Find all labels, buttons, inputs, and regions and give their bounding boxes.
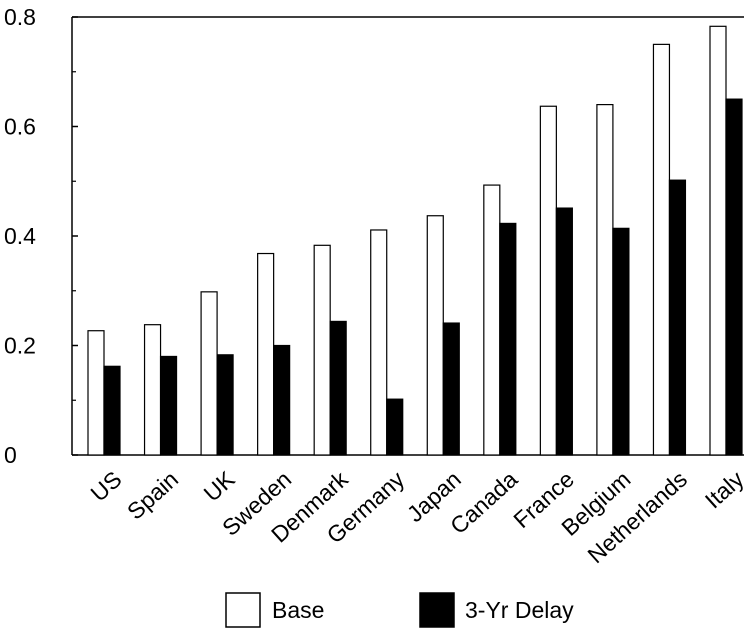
bar-base-italy bbox=[709, 25, 727, 456]
legend-swatch-base bbox=[225, 592, 261, 628]
y-tick-label: 0.8 bbox=[4, 4, 36, 30]
y-axis: 0 0.2 0.4 0.6 0.8 bbox=[4, 4, 78, 468]
bar-base-spain bbox=[143, 324, 162, 456]
legend-label-base: Base bbox=[272, 597, 324, 623]
category-label: US bbox=[85, 466, 126, 507]
y-tick-label: 0 bbox=[4, 442, 17, 468]
bar-delay-france bbox=[555, 207, 573, 456]
bar-delay-uk bbox=[216, 354, 234, 456]
legend: Base 3-Yr Delay bbox=[225, 592, 574, 628]
bar-delay-denmark bbox=[329, 320, 347, 456]
y-tick-label: 0.6 bbox=[4, 114, 36, 140]
bar-base-sweden bbox=[257, 252, 275, 456]
bar-delay-japan bbox=[442, 322, 460, 456]
bars bbox=[87, 25, 743, 456]
bar-base-us bbox=[87, 330, 105, 456]
bar-delay-germany bbox=[386, 398, 404, 456]
bar-base-uk bbox=[200, 291, 218, 456]
category-label: Italy bbox=[700, 466, 749, 514]
category-label: Spain bbox=[122, 466, 183, 525]
bar-base-france bbox=[539, 105, 557, 456]
plot-frame bbox=[72, 16, 744, 456]
category-label: UK bbox=[199, 465, 241, 506]
bar-delay-sweden bbox=[273, 344, 291, 456]
bar-base-belgium bbox=[596, 103, 614, 456]
bar-delay-netherlands bbox=[668, 179, 687, 456]
bar-delay-spain bbox=[159, 355, 178, 456]
bar-delay-canada bbox=[499, 222, 517, 456]
bar-base-netherlands bbox=[652, 43, 671, 456]
bar-base-japan bbox=[426, 215, 444, 456]
y-tick-label: 0.4 bbox=[4, 223, 36, 249]
bar-delay-us bbox=[103, 365, 121, 456]
bar-delay-belgium bbox=[612, 227, 630, 456]
y-tick-label: 0.2 bbox=[4, 333, 36, 359]
legend-label-delay: 3-Yr Delay bbox=[465, 597, 574, 623]
legend-swatch-delay bbox=[419, 592, 455, 628]
bar-base-denmark bbox=[313, 244, 331, 456]
bar-base-canada bbox=[483, 184, 501, 456]
bar-delay-italy bbox=[725, 98, 743, 456]
bar-base-germany bbox=[370, 229, 388, 456]
